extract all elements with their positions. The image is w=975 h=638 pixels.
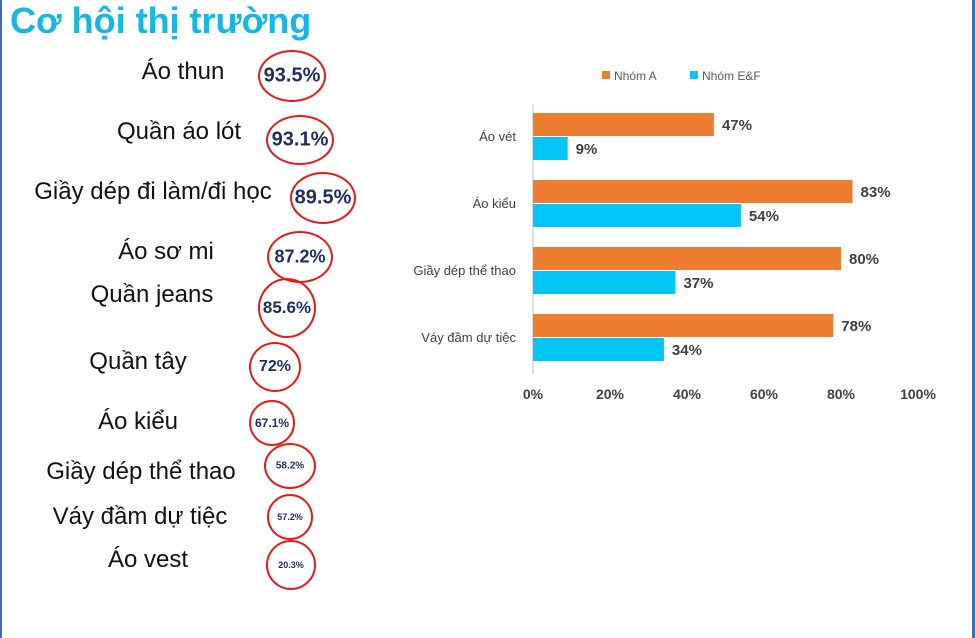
bar	[533, 204, 741, 227]
category-label: Giầy dép thể thao	[413, 263, 516, 278]
bar	[533, 338, 664, 361]
x-tick-label: 0%	[523, 386, 544, 402]
x-tick-label: 40%	[673, 386, 702, 402]
highlight-circle	[290, 172, 356, 224]
item-label: Quần áo lót	[116, 118, 242, 145]
bar	[533, 113, 714, 136]
category-label: Áo kiểu	[473, 196, 516, 211]
item-percentage: 89.5%	[294, 186, 352, 209]
highlight-circle	[249, 342, 301, 392]
x-tick-label: 20%	[596, 386, 625, 402]
legend-label: Nhóm E&F	[702, 69, 761, 83]
bar	[533, 247, 841, 270]
data-label: 47%	[722, 117, 752, 134]
data-label: 37%	[683, 275, 713, 292]
item-label: Áo sơ mi	[118, 238, 214, 265]
x-tick-label: 60%	[750, 386, 779, 402]
data-label: 80%	[849, 251, 879, 268]
bar	[533, 314, 834, 337]
item-label: Áo vest	[107, 546, 189, 573]
item-label: Giầy dép thể thao	[46, 458, 236, 485]
item-label: Giầy dép đi làm/đi học	[34, 178, 272, 205]
data-label: 54%	[749, 208, 779, 225]
item-label: Áo thun	[141, 58, 225, 85]
x-tick-label: 80%	[827, 386, 856, 402]
item-percentage: 67.1%	[254, 416, 290, 430]
bar	[533, 137, 568, 160]
item-label: Quần tây	[89, 348, 187, 375]
page-title: Cơ hội thị trường	[10, 0, 312, 41]
item-percentage: 72%	[258, 358, 292, 375]
item-label: Váy đầm dự tiệc	[52, 503, 228, 530]
right-border	[972, 0, 975, 638]
legend-swatch	[602, 71, 610, 79]
item-percentage: 85.6%	[262, 298, 312, 317]
item-label: Áo kiểu	[97, 408, 179, 435]
item-percentage: 93.5%	[263, 64, 321, 87]
bar	[533, 271, 676, 294]
data-label: 9%	[576, 141, 598, 158]
highlight-circle	[249, 400, 295, 446]
item-percentage: 57.2%	[277, 512, 303, 522]
highlight-circle	[264, 443, 316, 489]
item-percentage: 20.3%	[278, 560, 304, 570]
legend-swatch	[690, 71, 698, 79]
data-label: 34%	[672, 342, 702, 359]
legend-label: Nhóm A	[614, 69, 657, 83]
highlight-circle	[267, 494, 313, 540]
category-label: Váy đầm dự tiệc	[421, 330, 516, 345]
item-percentage: 93.1%	[271, 128, 329, 151]
item-percentage: 58.2%	[275, 460, 305, 472]
item-label: Quần jeans	[90, 281, 214, 308]
item-percentage: 87.2%	[274, 246, 326, 267]
data-label: 83%	[861, 184, 891, 201]
data-label: 78%	[841, 318, 871, 335]
x-tick-label: 100%	[900, 386, 936, 402]
highlight-circle	[266, 540, 316, 590]
highlight-circle	[258, 278, 316, 338]
group-comparison-bar-chart: Nhóm A Nhóm E&F Áo vét Áo kiểu Giầy dép thể …	[413, 69, 936, 402]
left-border	[0, 0, 2, 638]
highlight-circle	[266, 115, 334, 165]
bar	[533, 180, 853, 203]
highlight-circle	[258, 50, 326, 102]
category-label: Áo vét	[479, 129, 516, 144]
